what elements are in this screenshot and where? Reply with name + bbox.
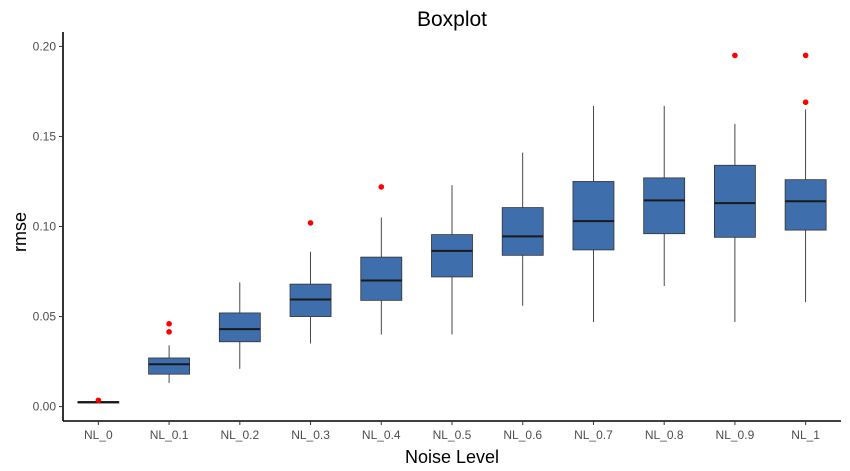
box [501,207,544,256]
outlier-point [732,52,738,59]
box [713,164,756,238]
x-tick-label: NL_0.7 [574,428,613,442]
y-tick-label: 0.20 [33,39,57,53]
box [572,181,615,251]
box [148,357,191,375]
box [360,256,403,301]
x-tick-label: NL_0.3 [291,428,330,442]
x-tick-label: NL_0.2 [220,428,259,442]
outlier-point [802,52,809,59]
x-tick-label: NL_0.1 [150,428,189,442]
outlier-point [95,397,102,404]
y-tick-label: 0.00 [33,400,57,414]
x-tick-label: NL_0.4 [362,428,401,442]
outlier-point [166,320,172,327]
y-tick-label: 0.10 [33,220,57,234]
x-tick-label: NL_0.6 [503,428,542,442]
outlier-point [378,184,385,190]
outlier-point [307,220,314,226]
chart-title: Boxplot [417,8,487,31]
box [643,177,686,235]
x-tick-label: NL_0.5 [433,428,472,442]
box [431,234,473,278]
y-tick-label: 0.15 [33,129,57,143]
x-tick-label: NL_0.8 [645,428,684,442]
x-tick-label: NL_0 [84,428,113,442]
x-axis-title: Noise Level [405,447,499,467]
x-tick-label: NL_1 [791,428,820,442]
box [218,312,261,343]
y-axis-title: rmse [10,212,30,252]
box [784,179,827,231]
y-tick-label: 0.05 [33,310,57,324]
plot-marks: 0.00 0.05 0.10 0.15 0.20 NL_0 NL_0.1 NL_0.2 NL_0… [33,32,841,442]
outlier-point [802,99,809,106]
outlier-point [166,329,172,335]
x-tick-label: NL_0.9 [716,428,755,442]
